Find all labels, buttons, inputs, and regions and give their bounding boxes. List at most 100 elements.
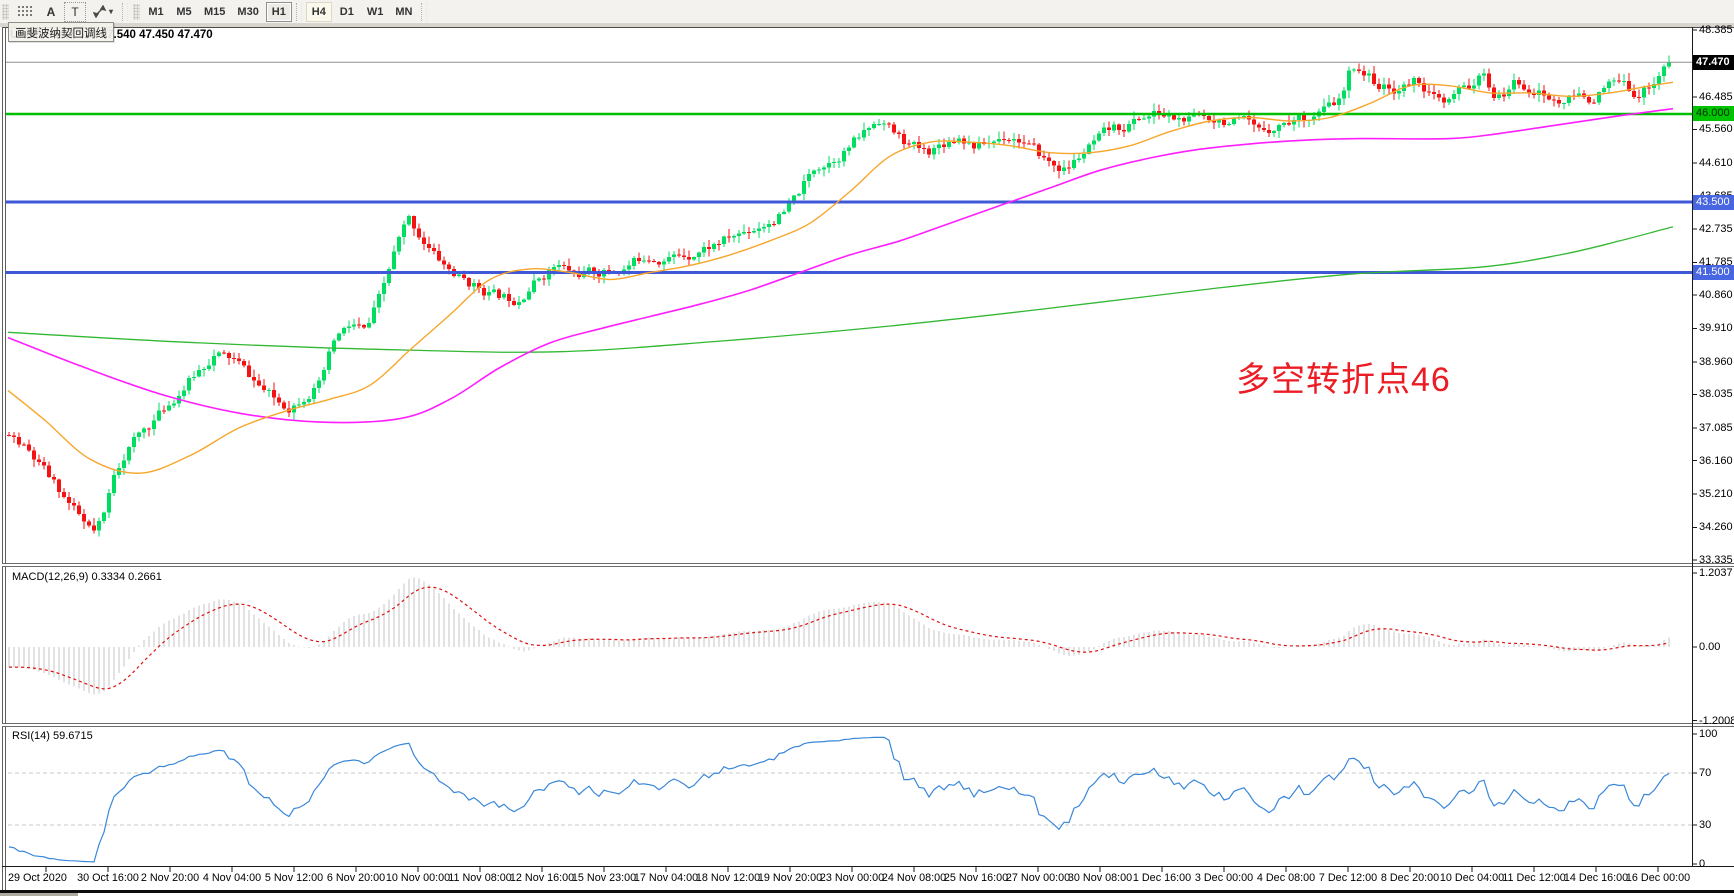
fibonacci-tool-tooltip: 画斐波纳契回调线 (8, 22, 114, 42)
time-axis-label: 11 Dec 12:00 (1502, 872, 1566, 884)
rsi-axis-tick-label: 70 (1699, 767, 1712, 779)
dots-grid-icon-glyph (18, 5, 32, 16)
time-axis-label: 11 Nov 08:00 (448, 872, 512, 884)
toolbar-separator (295, 2, 302, 21)
rsi-axis-tick-label: 0 (1699, 858, 1706, 870)
price-axis-tick-label: 44.610 (1699, 156, 1733, 169)
arrows-icon (93, 5, 107, 18)
price-axis-line (1692, 27, 1693, 867)
ma-fast-line (7, 81, 1674, 474)
timeframe-m30-button[interactable]: M30 (232, 2, 263, 22)
price-axis-tick-label: 36.160 (1699, 454, 1733, 467)
panel-separator[interactable] (2, 723, 1734, 724)
macd-indicator-label: MACD(12,26,9) 0.3334 0.2661 (12, 571, 162, 583)
time-axis-label: 15 Nov 23:00 (571, 872, 637, 884)
timeframe-d1-button[interactable]: D1 (334, 2, 360, 22)
time-axis-label: 10 Nov 00:00 (385, 872, 451, 884)
panel-separator (2, 566, 1734, 567)
time-axis-label: 7 Dec 12:00 (1318, 872, 1378, 884)
time-axis-label: 1 Dec 16:00 (1132, 872, 1192, 884)
price-axis-tick-label: 40.860 (1699, 288, 1733, 301)
text-tool-button[interactable]: T (64, 1, 86, 22)
level-price-label: 43.500 (1693, 194, 1734, 210)
toolbar: A T ▾ M1 M5 M15 M30 H1 H4 D1 W1 MN (0, 0, 1734, 24)
panel-separator (2, 724, 1734, 726)
macd-axis-tick-label: 0.00 (1699, 641, 1721, 653)
timeframe-w1-button[interactable]: W1 (362, 2, 389, 22)
price-axis-tick-label: 33.335 (1699, 553, 1733, 566)
toolbar-separator (421, 2, 428, 21)
text-label-tool-button[interactable]: A (40, 2, 62, 22)
chart-border-top (2, 27, 1734, 28)
price-axis-tick-label: 37.085 (1699, 421, 1733, 434)
candlesticks (7, 55, 1671, 537)
ma-slow-line (7, 226, 1674, 353)
time-axis-label: 23 Nov 00:00 (819, 872, 885, 884)
axis-ticks (45, 29, 1697, 872)
toolbar-separator (122, 2, 129, 21)
macd-axis-tick-label: 1.2037 (1699, 567, 1733, 580)
time-axis-label: 6 Nov 20:00 (326, 872, 386, 884)
chart-border-left-inner (5, 27, 6, 890)
panel-separator (2, 564, 1734, 566)
time-axis-label: 30 Oct 16:00 (77, 872, 139, 884)
macd-axis-tick-label: -1.2008 (1699, 714, 1734, 727)
rsi-axis-tick-label: 30 (1699, 819, 1712, 831)
time-axis-label: 24 Nov 08:00 (881, 872, 947, 884)
price-axis-tick-label: 45.560 (1699, 123, 1733, 136)
time-axis-label: 18 Nov 12:00 (695, 872, 761, 884)
timeframe-m1-button[interactable]: M1 (143, 2, 169, 22)
macd-histogram (8, 577, 1670, 695)
window-edge (0, 24, 1734, 27)
time-axis-label: 30 Nov 08:00 (1067, 872, 1133, 884)
window-bottom-edge (0, 890, 1734, 893)
toolbar-grip (133, 3, 141, 20)
time-axis-label: 16 Dec 00:00 (1625, 872, 1691, 884)
time-axis-label: 8 Dec 20:00 (1380, 872, 1440, 884)
price-axis-tick-label: 38.960 (1699, 355, 1733, 368)
macd-signal-line (9, 586, 1670, 690)
level-price-label: 41.500 (1693, 264, 1734, 280)
timeframe-mn-button[interactable]: MN (390, 2, 417, 22)
current-price-label: 47.470 (1693, 54, 1734, 70)
time-axis-label: 17 Nov 04:00 (633, 872, 699, 884)
time-axis-label: 10 Dec 04:00 (1439, 872, 1505, 884)
price-axis-tick-label: 38.035 (1699, 388, 1733, 401)
price-axis-tick-label: 35.210 (1699, 487, 1733, 500)
price-axis-tick-label: 34.260 (1699, 521, 1733, 534)
rsi-indicator-label: RSI(14) 59.6715 (12, 730, 93, 742)
timeframe-m5-button[interactable]: M5 (171, 2, 197, 22)
toolbar-grip (2, 3, 9, 20)
time-axis-label: 5 Nov 12:00 (264, 872, 324, 884)
level-price-label: 46.000 (1693, 106, 1734, 122)
arrows-tool-button[interactable]: ▾ (88, 2, 118, 22)
timeframe-h1-button[interactable]: H1 (265, 1, 292, 22)
chart-border-left (2, 27, 3, 890)
price-axis-tick-label: 39.910 (1699, 322, 1733, 335)
timeframe-h4-button[interactable]: H4 (305, 1, 332, 22)
time-axis-label: 4 Nov 04:00 (202, 872, 262, 884)
rsi-line (8, 736, 1670, 863)
time-axis-label: 2 Nov 20:00 (140, 872, 200, 884)
time-axis-label: 12 Nov 16:00 (509, 872, 575, 884)
time-axis-label: 3 Dec 00:00 (1194, 872, 1254, 884)
panel-separator[interactable] (2, 563, 1734, 564)
ma-mid-line (7, 107, 1674, 424)
time-axis-label: 29 Oct 2020 (8, 872, 67, 884)
time-axis-label: 19 Nov 20:00 (757, 872, 823, 884)
rsi-axis-tick-label: 100 (1699, 728, 1718, 740)
horizontal-scrollbar[interactable] (0, 893, 78, 896)
panel-separator (2, 726, 1734, 727)
time-axis-label: 14 Dec 16:00 (1563, 872, 1629, 884)
time-axis-line (2, 866, 1734, 867)
time-axis-label: 25 Nov 16:00 (943, 872, 1009, 884)
timeframe-m15-button[interactable]: M15 (199, 2, 230, 22)
chart-text-annotation: 多空转折点46 (1236, 361, 1451, 399)
price-axis-tick-label: 48.385 (1699, 23, 1733, 36)
chevron-down-icon: ▾ (109, 7, 114, 16)
price-axis-tick-label: 42.735 (1699, 222, 1733, 235)
dots-grid-icon[interactable] (12, 2, 38, 22)
time-axis-label: 4 Dec 08:00 (1256, 872, 1316, 884)
